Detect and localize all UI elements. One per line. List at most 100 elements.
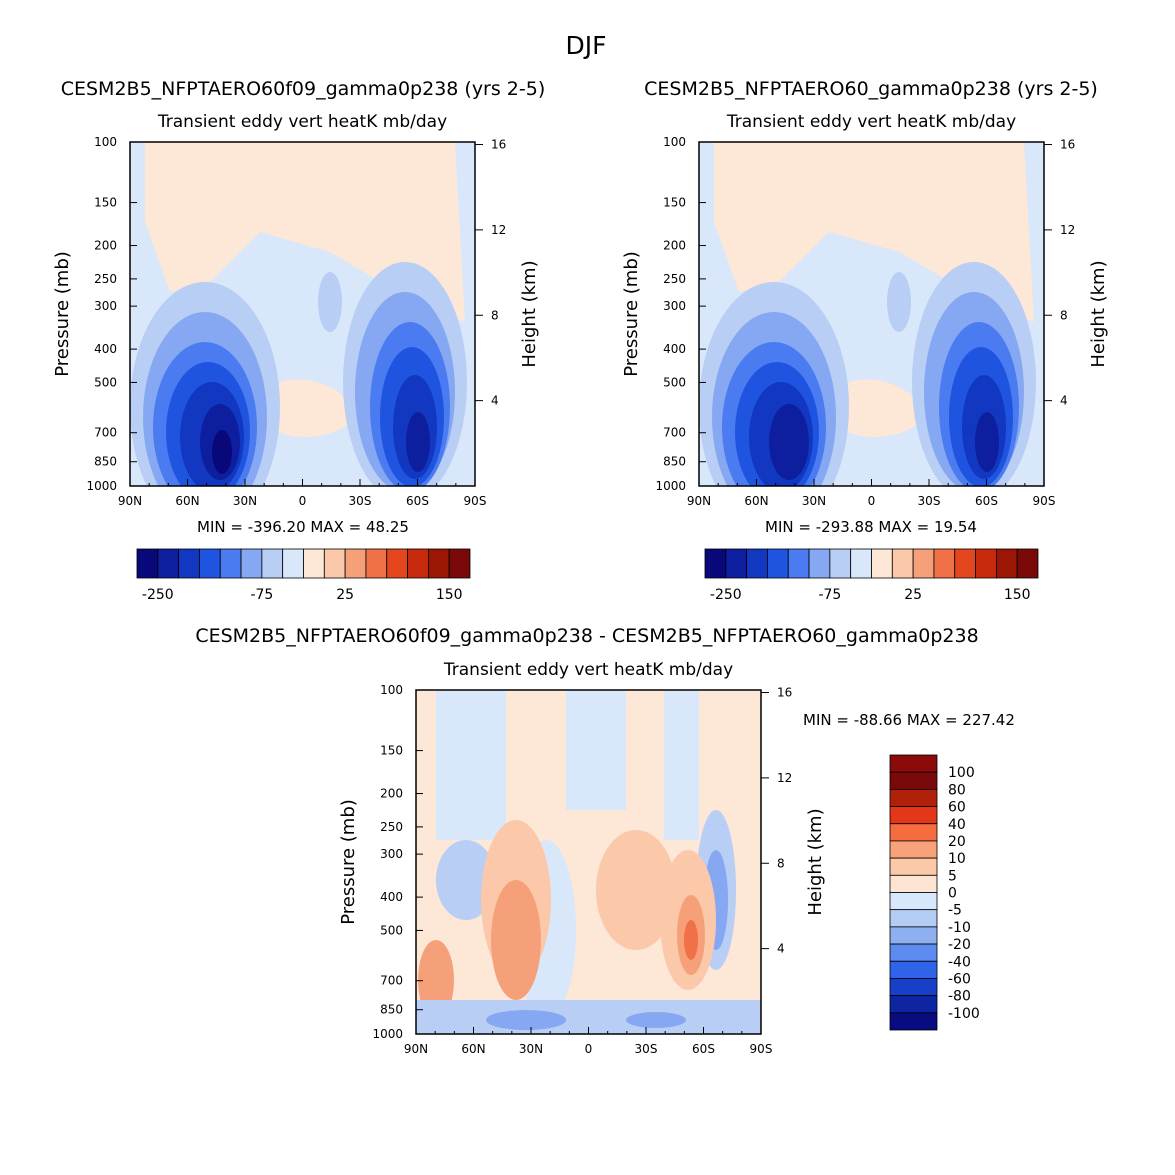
colorbar-swatch bbox=[850, 548, 872, 579]
y-tick-label: 100 bbox=[94, 135, 117, 149]
y-tick-label: 500 bbox=[663, 375, 686, 389]
colorbar-swatch bbox=[365, 548, 388, 579]
colorbar-swatch bbox=[871, 548, 893, 579]
y-tick-label: 1000 bbox=[372, 1027, 403, 1041]
x-tick-label: 90S bbox=[1033, 494, 1056, 508]
contour-region bbox=[566, 690, 626, 810]
colorbar-swatch bbox=[889, 995, 938, 1014]
contour-region bbox=[318, 272, 342, 332]
colorbar-swatch bbox=[912, 548, 935, 579]
colorbar-label: 40 bbox=[948, 817, 966, 833]
colorbar-label: 150 bbox=[1004, 587, 1031, 603]
contour-region bbox=[436, 690, 506, 840]
colorbar-swatch bbox=[282, 548, 304, 579]
colorbar-label: -60 bbox=[948, 971, 971, 987]
y-tick-label: 400 bbox=[380, 890, 403, 904]
colorbar-swatch bbox=[407, 548, 429, 579]
x-tick-label: 60N bbox=[461, 1042, 485, 1056]
contour-region bbox=[486, 1010, 566, 1030]
colorbar-swatch bbox=[954, 548, 976, 579]
colorbar-label: 25 bbox=[336, 587, 354, 603]
colorbar-swatch bbox=[889, 874, 938, 893]
y-tick-label: 700 bbox=[380, 974, 403, 988]
y-tick-label: 250 bbox=[663, 272, 686, 286]
x-tick-label: 30N bbox=[802, 494, 826, 508]
colorbar-swatch bbox=[975, 548, 997, 579]
contour-region bbox=[664, 690, 699, 840]
colorbar-swatch bbox=[808, 548, 831, 579]
colorbar-label: 20 bbox=[948, 834, 966, 850]
colorbar-label: 25 bbox=[904, 587, 922, 603]
contour-region bbox=[491, 880, 541, 1000]
x-tick-label: 90N bbox=[118, 494, 142, 508]
y-tick-label: 850 bbox=[663, 455, 686, 469]
colorbar-swatch bbox=[889, 909, 938, 928]
colorbar-swatch bbox=[427, 548, 450, 579]
colorbar-swatch bbox=[448, 548, 471, 579]
colorbar-swatch bbox=[889, 840, 938, 859]
panel-subtitle: Transient eddy vert heatK mb/day bbox=[726, 112, 1016, 132]
height-tick-label: 4 bbox=[1060, 394, 1068, 408]
height-tick-label: 16 bbox=[491, 138, 506, 152]
y-tick-label: 150 bbox=[94, 196, 117, 210]
x-tick-label: 90S bbox=[750, 1042, 773, 1056]
y-tick-label: 150 bbox=[380, 744, 403, 758]
colorbar-label: -10 bbox=[948, 920, 971, 936]
colorbar-swatch bbox=[746, 548, 768, 579]
colorbar-swatch bbox=[889, 788, 938, 807]
colorbar-swatch bbox=[704, 548, 727, 579]
height-tick-label: 8 bbox=[1060, 308, 1068, 322]
y-tick-label: 850 bbox=[380, 1003, 403, 1017]
colorbar-label: -5 bbox=[948, 903, 962, 919]
x-tick-label: 30S bbox=[349, 494, 372, 508]
y-tick-label: 850 bbox=[94, 455, 117, 469]
height-tick-label: 16 bbox=[1060, 138, 1075, 152]
contour-field bbox=[416, 690, 761, 1034]
colorbar-swatch bbox=[240, 548, 263, 579]
colorbar-label: 80 bbox=[948, 782, 966, 798]
panel-subtitle: Transient eddy vert heatK mb/day bbox=[443, 660, 733, 680]
x-tick-label: 60S bbox=[406, 494, 429, 508]
colorbar-label: 150 bbox=[436, 587, 463, 603]
x-tick-label: 30N bbox=[519, 1042, 543, 1056]
x-tick-label: 30S bbox=[635, 1042, 658, 1056]
contour-region bbox=[975, 412, 999, 472]
colorbar-swatch bbox=[386, 548, 408, 579]
contour-region bbox=[596, 830, 676, 950]
y-tick-label: 400 bbox=[663, 342, 686, 356]
colorbar-swatch bbox=[199, 548, 221, 579]
colorbar-swatch bbox=[344, 548, 367, 579]
min-max-stats: MIN = -88.66 MAX = 227.42 bbox=[803, 711, 1015, 729]
y-tick-label: 700 bbox=[94, 426, 117, 440]
height-tick-label: 8 bbox=[777, 856, 785, 870]
colorbar-label: -20 bbox=[948, 937, 971, 953]
y-tick-label: 500 bbox=[94, 375, 117, 389]
colorbar-label: -100 bbox=[948, 1006, 980, 1022]
y-tick-label: 1000 bbox=[655, 479, 686, 493]
contour-field bbox=[699, 142, 1044, 486]
colorbar-swatch bbox=[889, 960, 938, 979]
panel-1: CESM2B5_NFPTAERO60f09_gamma0p238 (yrs 2-… bbox=[52, 78, 545, 603]
colorbar-label: -250 bbox=[710, 587, 742, 603]
colorbar-swatch bbox=[323, 548, 346, 579]
contour-region bbox=[265, 379, 352, 437]
x-tick-label: 60S bbox=[692, 1042, 715, 1056]
contour-region bbox=[834, 379, 921, 437]
y-tick-label: 250 bbox=[380, 820, 403, 834]
x-tick-label: 30S bbox=[918, 494, 941, 508]
x-tick-label: 90N bbox=[687, 494, 711, 508]
min-max-stats: MIN = -293.88 MAX = 19.54 bbox=[765, 518, 977, 536]
height-tick-label: 8 bbox=[491, 308, 499, 322]
colorbar-swatch bbox=[889, 978, 938, 997]
colorbar-swatch bbox=[889, 943, 938, 962]
colorbar-swatch bbox=[219, 548, 242, 579]
contour-region bbox=[887, 272, 911, 332]
x-tick-label: 60N bbox=[175, 494, 199, 508]
colorbar-label: -75 bbox=[818, 587, 841, 603]
y-tick-label: 200 bbox=[94, 239, 117, 253]
height-tick-label: 16 bbox=[777, 686, 792, 700]
x-tick-label: 0 bbox=[585, 1042, 593, 1056]
height-tick-label: 12 bbox=[777, 771, 792, 785]
figure-title: DJF bbox=[565, 31, 606, 60]
